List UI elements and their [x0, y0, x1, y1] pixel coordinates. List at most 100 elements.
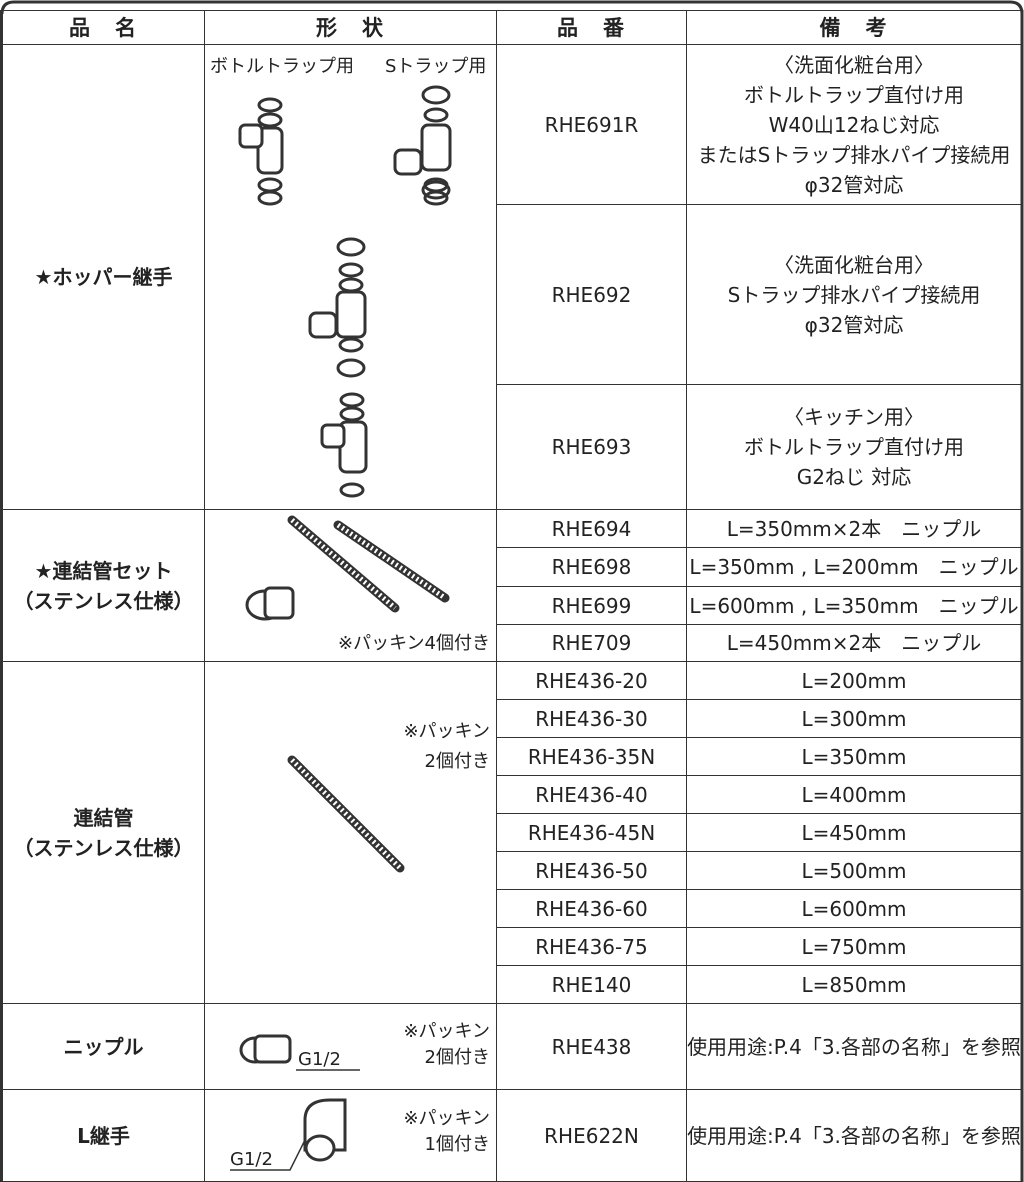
remark-line: L=300mm — [801, 706, 907, 731]
code-text: RHE699 — [551, 593, 632, 618]
remarks: 使用用途:P.4「3.各部の名称」を参照 — [687, 1090, 1022, 1182]
header-text: 形 状 — [316, 15, 385, 40]
shape-label: ※パッキン — [403, 721, 490, 742]
code-text: RHE140 — [551, 972, 632, 997]
remark-line: Sトラップ排水パイプ接続用 — [727, 282, 981, 307]
remark-line: L=200mm — [801, 668, 907, 693]
remark-line: L=350mm , L=200mm ニップル — [689, 555, 1019, 579]
remarks: L=350mm — [687, 738, 1022, 776]
code-text: RHE436-20 — [535, 668, 648, 693]
shape-label: ※パッキン — [403, 1108, 490, 1129]
code-text: RHE709 — [551, 631, 632, 655]
header-text: 品 番 — [557, 15, 626, 40]
header-cell: 品 番 — [497, 10, 687, 45]
code-text: RHE436-30 — [535, 706, 648, 731]
header-text: 品 名 — [69, 15, 138, 40]
product-code: RHE709 — [497, 625, 687, 662]
remarks: L=600mm , L=350mm ニップル — [687, 587, 1022, 625]
shape-cell — [205, 662, 497, 1004]
product-code: RHE436-45N — [497, 814, 687, 852]
name-line: （ステンレス仕様） — [13, 588, 194, 613]
name-line: 連結管 — [73, 805, 134, 830]
remarks: L=500mm — [687, 852, 1022, 890]
header-cell: 備 考 — [687, 10, 1022, 45]
code-text: RHE436-75 — [535, 934, 648, 959]
remark-line: φ32管対応 — [804, 172, 904, 197]
shape-label: ※パッキン — [403, 1021, 490, 1042]
shape-label: G1/2 — [298, 1049, 341, 1070]
name-line: （ステンレス仕様） — [13, 835, 194, 860]
product-code: RHE436-40 — [497, 776, 687, 814]
shape-label: ボトルトラップ用 — [210, 56, 354, 77]
product-name: 連結管 （ステンレス仕様） — [3, 662, 205, 1004]
code-text: RHE693 — [551, 435, 632, 459]
remark-line: L=450mm — [801, 820, 907, 845]
remarks: L=450mm×2本 ニップル — [687, 625, 1022, 662]
leader-lines — [230, 1069, 360, 1171]
shape-label: Sトラップ用 — [385, 56, 487, 77]
remarks: L=400mm — [687, 776, 1022, 814]
hose-pattern — [290, 518, 447, 870]
code-text: RHE691R — [544, 112, 639, 137]
top-border — [0, 0, 1024, 15]
shape-cell — [205, 1004, 497, 1090]
code-text: RHE436-35N — [527, 744, 656, 769]
remark-line: φ32管対応 — [804, 312, 904, 337]
header-text: 備 考 — [819, 15, 889, 40]
fitting-icons — [238, 85, 452, 1162]
product-code: RHE691R — [497, 45, 687, 205]
code-text: RHE694 — [551, 516, 632, 541]
shape-cell — [205, 510, 497, 662]
header-cell: 品 名 — [3, 10, 205, 45]
remark-line: L=400mm — [801, 782, 907, 807]
remark-line: 使用用途:P.4「3.各部の名称」を参照 — [687, 1034, 1021, 1059]
product-code: RHE692 — [497, 205, 687, 385]
code-text: RHE692 — [551, 282, 632, 307]
remark-line: ボトルトラップ直付け用 — [744, 82, 964, 107]
remark-line: ボトルトラップ直付け用 — [744, 435, 964, 459]
product-name: ★連結管セット （ステンレス仕様） — [3, 510, 205, 662]
shape-label: G1/2 — [230, 1149, 273, 1170]
product-code: RHE436-30 — [497, 700, 687, 738]
remark-line: L=500mm — [801, 858, 907, 883]
code-text: RHE698 — [551, 555, 632, 579]
remarks: L=300mm — [687, 700, 1022, 738]
remarks: L=350mm×2本 ニップル — [687, 510, 1022, 548]
product-code: RHE622N — [497, 1090, 687, 1182]
remark-line: 使用用途:P.4「3.各部の名称」を参照 — [687, 1123, 1021, 1148]
remark-line: L=350mm — [801, 744, 907, 769]
remarks: L=200mm — [687, 662, 1022, 700]
product-code: RHE693 — [497, 385, 687, 510]
remark-line: L=600mm — [801, 896, 907, 921]
name-line: ★ホッパー継手 — [34, 265, 173, 289]
shape-label: ※パッキン4個付き — [338, 633, 490, 654]
product-code: RHE436-20 — [497, 662, 687, 700]
product-code: RHE140 — [497, 966, 687, 1004]
remarks: L=600mm — [687, 890, 1022, 928]
remark-line: L=450mm×2本 ニップル — [726, 631, 982, 655]
shape-label: 1個付き — [424, 1134, 490, 1155]
remark-line: 〈洗面化粧台用〉 — [774, 52, 934, 77]
name-line: ★連結管セット — [34, 558, 173, 583]
remarks: 〈洗面化粧台用〉 Sトラップ排水パイプ接続用 φ32管対応 — [687, 205, 1022, 385]
code-text: RHE436-45N — [527, 820, 656, 845]
remarks: 使用用途:P.4「3.各部の名称」を参照 — [687, 1004, 1022, 1090]
product-name: ニップル — [3, 1004, 205, 1090]
remarks: 〈洗面化粧台用〉 ボトルトラップ直付け用 W40山12ねじ対応 またはSトラップ排水パ… — [687, 45, 1022, 205]
name-line: ニップル — [63, 1034, 144, 1059]
remarks: L=450mm — [687, 814, 1022, 852]
remark-line: またはSトラップ排水パイプ接続用 — [697, 142, 1011, 167]
product-code: RHE698 — [497, 548, 687, 587]
code-text: RHE622N — [544, 1123, 639, 1148]
name-line: L継手 — [77, 1123, 130, 1148]
remark-line: 〈洗面化粧台用〉 — [774, 252, 934, 277]
product-code: RHE436-50 — [497, 852, 687, 890]
code-text: RHE436-50 — [535, 858, 648, 883]
product-name: L継手 — [3, 1090, 205, 1182]
product-code: RHE438 — [497, 1004, 687, 1090]
product-code: RHE436-60 — [497, 890, 687, 928]
shape-label: 2個付き — [424, 1047, 490, 1068]
remarks: L=850mm — [687, 966, 1022, 1004]
product-code: RHE699 — [497, 587, 687, 625]
